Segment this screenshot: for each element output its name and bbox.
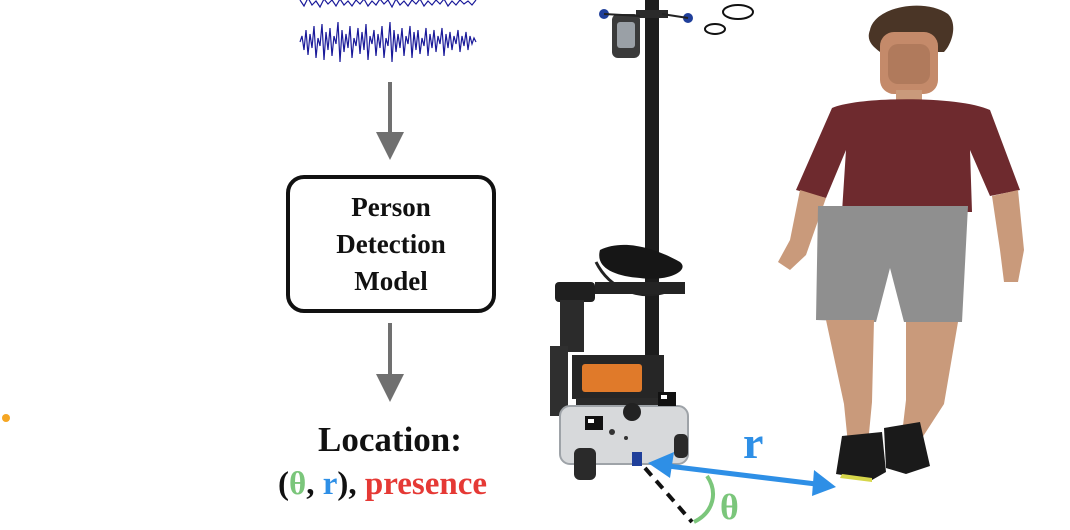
model-box-line-2: Detection: [336, 228, 446, 259]
arrow-model-to-location: [376, 323, 404, 402]
r-symbol: r: [322, 466, 338, 502]
angle-arc: [693, 474, 715, 524]
orange-dot: [2, 414, 10, 422]
model-box-line-3: Model: [354, 265, 428, 296]
robot-illustration: [550, 0, 693, 480]
theta-symbol: θ: [288, 466, 307, 502]
angle-label-theta: θ: [720, 487, 739, 527]
location-title: Location:: [318, 420, 462, 459]
thought-bubble-large: [722, 4, 754, 20]
person-illustration: [778, 5, 1024, 482]
distance-arrow: [648, 452, 836, 496]
thought-bubble-small: [704, 23, 726, 35]
arrow-signal-to-model: [376, 82, 404, 160]
comma: ,: [306, 466, 323, 502]
presence-label: presence: [364, 466, 488, 502]
distance-label-r: r: [743, 417, 764, 468]
robot-heading-line: [643, 466, 694, 524]
location-values: (θ, r), presence: [225, 466, 540, 503]
open-paren: (: [277, 466, 289, 502]
model-box-line-1: Person: [351, 191, 431, 222]
person-detection-model-box: Person Detection Model: [286, 175, 496, 313]
waveform-icon: [299, 0, 477, 63]
close-paren: ),: [337, 466, 365, 502]
